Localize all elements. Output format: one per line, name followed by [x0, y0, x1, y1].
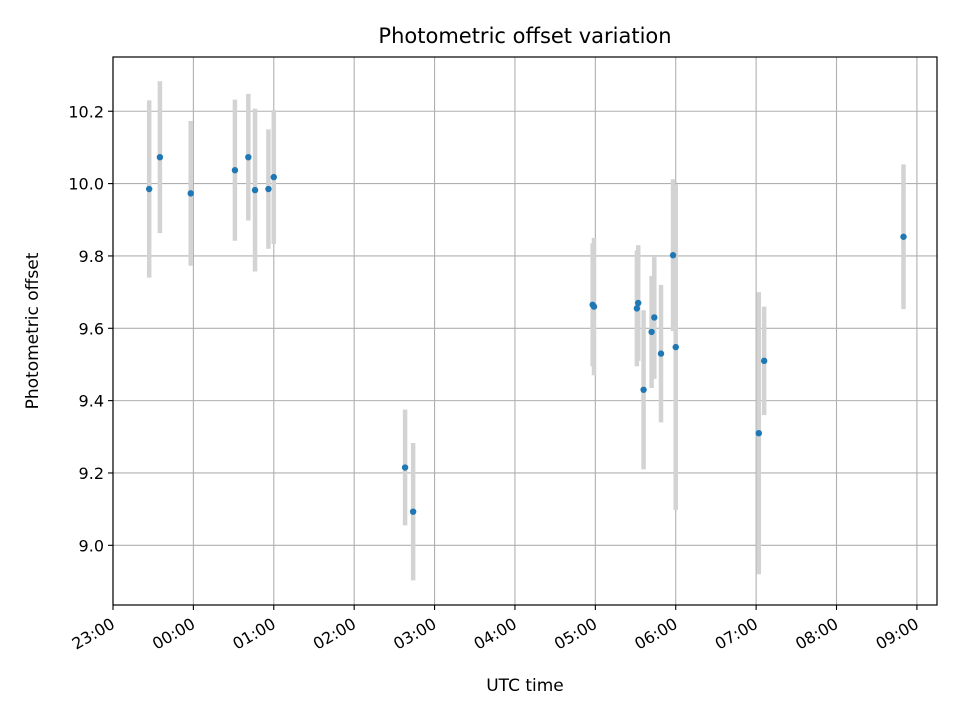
data-point: [401, 464, 409, 471]
data-point: [270, 173, 277, 181]
y-tick-label: 9.6: [79, 319, 104, 338]
x-axis-label: UTC time: [486, 676, 564, 696]
data-point: [648, 328, 655, 336]
data-point: [635, 299, 642, 307]
data-point: [669, 252, 677, 259]
y-tick-label: 10.2: [68, 102, 104, 121]
data-point: [672, 343, 679, 351]
data-point: [156, 153, 164, 161]
chart-title: Photometric offset variation: [378, 24, 671, 48]
data-point: [657, 350, 665, 357]
plot-frame: [112, 56, 938, 606]
data-point: [760, 357, 768, 365]
data-point: [900, 233, 907, 240]
y-tick-label: 10.0: [68, 175, 104, 194]
data-point: [590, 303, 598, 310]
y-tick-label: 9.4: [79, 392, 104, 411]
data-point: [145, 185, 153, 193]
y-tick-label: 9.0: [79, 536, 104, 555]
data-point: [245, 153, 252, 161]
data-point: [651, 314, 658, 321]
data-point: [187, 190, 194, 197]
data-point: [755, 429, 763, 437]
data-points: [145, 153, 907, 515]
y-axis-label: Photometric offset: [23, 252, 43, 409]
data-point: [633, 305, 641, 312]
data-point: [409, 508, 417, 515]
y-tick-label: 9.2: [79, 464, 104, 483]
data-point: [231, 167, 239, 174]
y-tick-label: 9.8: [79, 247, 104, 266]
data-point: [640, 386, 647, 393]
data-point: [251, 186, 259, 194]
data-point: [265, 185, 272, 193]
